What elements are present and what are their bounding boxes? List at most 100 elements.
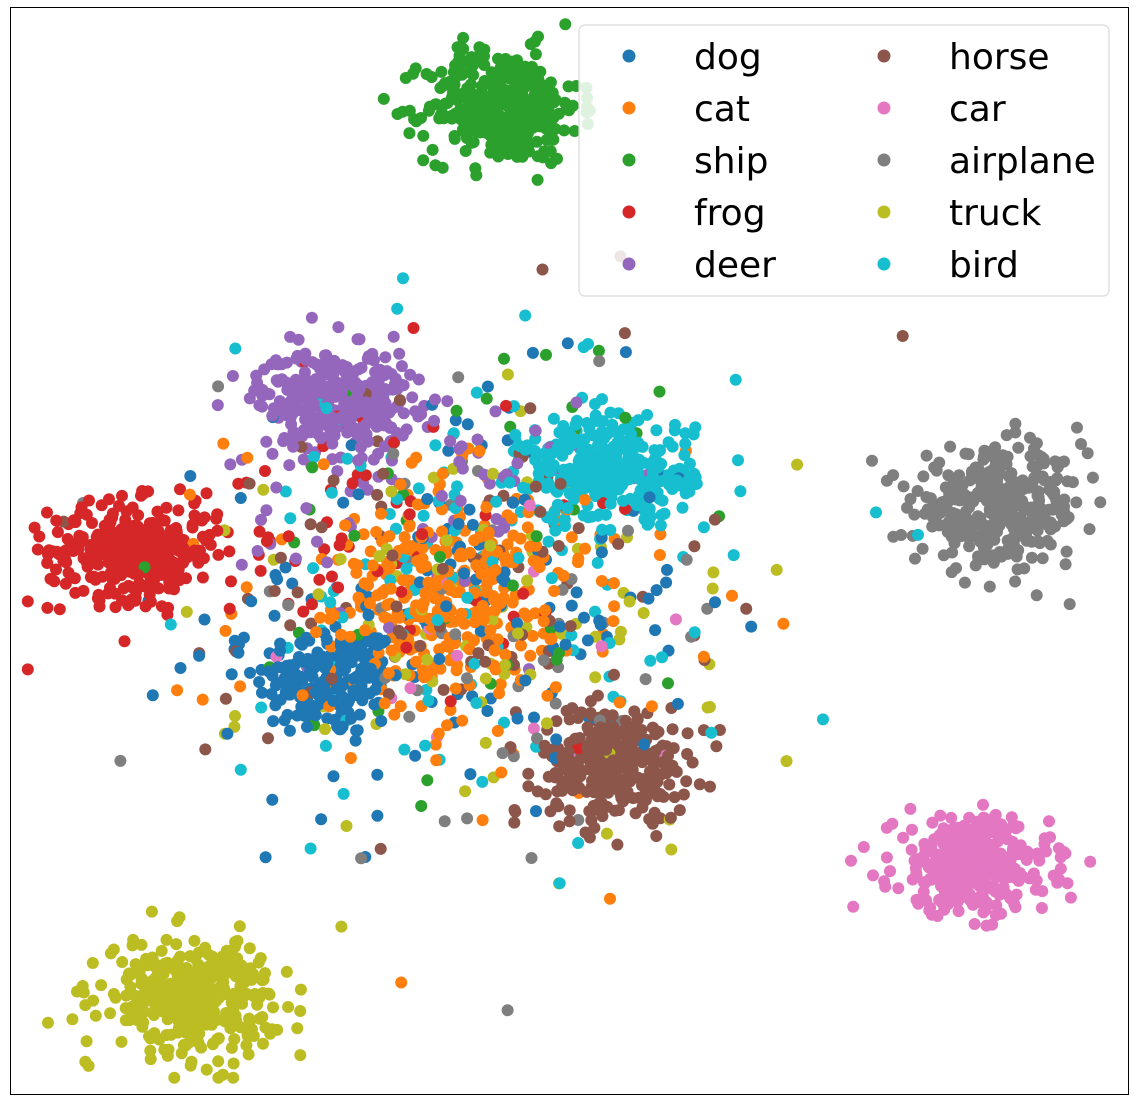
point-car: [886, 817, 899, 830]
point-deer: [311, 535, 323, 548]
point-horse: [291, 586, 304, 599]
point-cat: [579, 542, 591, 555]
point-frog: [58, 552, 71, 565]
point-deer: [260, 435, 273, 448]
point-airplane: [1012, 511, 1025, 524]
point-horse: [654, 788, 667, 801]
point-dog: [461, 418, 474, 431]
point-deer: [290, 401, 303, 414]
point-deer: [353, 428, 366, 441]
point-horse: [597, 759, 610, 772]
point-cat: [397, 574, 410, 587]
point-car: [669, 613, 682, 626]
point-cat: [416, 601, 429, 614]
point-deer: [333, 359, 346, 372]
point-truck: [236, 971, 249, 984]
point-frog: [145, 527, 158, 540]
point-bird: [668, 424, 681, 437]
point-airplane: [1016, 483, 1029, 496]
point-truck: [399, 668, 412, 681]
point-horse: [382, 688, 395, 701]
point-horse: [395, 628, 408, 641]
point-frog: [50, 563, 62, 576]
point-horse: [646, 817, 659, 830]
point-horse: [472, 647, 485, 660]
point-dog: [274, 637, 287, 650]
point-truck: [153, 982, 166, 995]
point-horse: [550, 797, 563, 810]
point-cat: [613, 696, 626, 709]
point-airplane: [549, 697, 562, 710]
point-truck: [247, 968, 260, 980]
point-car: [1010, 822, 1022, 835]
point-airplane: [992, 547, 1005, 560]
point-deer: [393, 347, 406, 360]
point-horse: [606, 709, 619, 722]
point-horse: [566, 784, 579, 797]
point-cat: [394, 478, 407, 491]
point-dog: [304, 699, 317, 712]
point-airplane: [593, 355, 606, 368]
point-deer: [379, 402, 392, 415]
point-bird: [683, 457, 696, 470]
point-cat: [595, 575, 608, 587]
point-airplane: [496, 747, 509, 760]
point-airplane: [940, 481, 953, 494]
point-horse: [437, 683, 450, 696]
point-dog: [221, 727, 234, 740]
point-cat: [470, 559, 483, 572]
point-dog: [511, 712, 524, 725]
point-cat: [171, 684, 184, 697]
point-deer: [287, 429, 300, 442]
point-car: [944, 891, 957, 904]
point-frog: [444, 695, 457, 708]
point-horse: [638, 773, 651, 785]
point-bird: [417, 509, 430, 522]
point-airplane: [1033, 537, 1046, 550]
point-horse: [650, 830, 663, 842]
point-frog: [62, 566, 75, 579]
point-bird: [643, 502, 656, 515]
point-bird: [509, 428, 522, 441]
point-frog: [151, 505, 164, 518]
point-truck: [200, 1063, 213, 1076]
point-bird: [279, 485, 292, 498]
point-car: [880, 851, 893, 864]
point-truck: [131, 1014, 144, 1026]
point-cat: [422, 576, 435, 589]
point-frog: [325, 570, 338, 583]
point-truck: [512, 627, 524, 640]
point-dog: [278, 714, 291, 727]
point-car: [972, 891, 985, 904]
point-truck: [600, 827, 613, 840]
point-cat: [378, 697, 391, 710]
point-frog: [400, 641, 413, 654]
point-frog: [126, 532, 139, 545]
point-car: [983, 880, 996, 893]
point-ship: [457, 31, 470, 44]
point-bird: [653, 444, 666, 457]
point-bird: [625, 427, 637, 440]
point-horse: [199, 743, 212, 756]
point-cat: [376, 586, 389, 599]
point-truck: [119, 1002, 132, 1015]
point-dog: [335, 680, 348, 693]
point-truck: [107, 943, 120, 956]
point-airplane: [958, 576, 971, 589]
point-deer: [412, 410, 425, 423]
point-truck: [665, 843, 678, 856]
point-ship: [469, 55, 482, 68]
point-truck: [614, 625, 627, 638]
point-dog: [309, 709, 322, 722]
point-cat: [524, 540, 536, 553]
point-truck: [294, 1005, 307, 1017]
point-dog: [271, 573, 284, 586]
point-dog: [320, 633, 333, 646]
point-bird: [681, 475, 694, 488]
point-dog: [466, 518, 479, 531]
point-airplane: [920, 449, 933, 462]
point-cat: [339, 519, 352, 532]
point-frog: [77, 552, 90, 565]
point-deer: [352, 454, 365, 467]
point-cat: [363, 597, 376, 610]
